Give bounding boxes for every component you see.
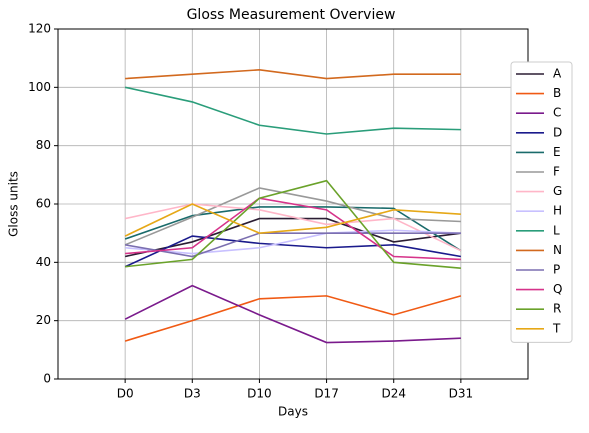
y-tick-label: 120 [28, 22, 51, 36]
chart-title: Gloss Measurement Overview [187, 7, 396, 23]
legend-label: E [553, 145, 561, 159]
series-line [124, 284, 461, 344]
series-line [125, 197, 461, 261]
series-line [125, 229, 461, 255]
x-axis-label: Days [278, 405, 308, 419]
x-tick-label: D24 [381, 387, 406, 401]
legend-label: T [552, 321, 561, 335]
series-line [124, 235, 461, 268]
series-line [125, 69, 461, 80]
x-tick-label: D3 [184, 387, 201, 401]
series-line [125, 179, 461, 269]
legend-label: D [553, 125, 562, 139]
y-tick-label: 0 [43, 372, 51, 386]
series-line [124, 206, 462, 252]
series-line [124, 203, 462, 252]
x-tick-label: D10 [247, 387, 272, 401]
series-line [125, 232, 461, 258]
legend-label: A [553, 67, 562, 81]
y-tick-label: 40 [36, 255, 51, 269]
legend-label: R [553, 302, 561, 316]
series-line [124, 203, 461, 237]
legend-label: N [553, 243, 562, 257]
x-tick-label: D17 [314, 387, 339, 401]
y-tick-label: 60 [36, 197, 51, 211]
y-tick-label: 80 [36, 138, 51, 152]
y-tick-label: 100 [28, 80, 51, 94]
legend-label: G [553, 184, 562, 198]
x-tick-label: D31 [449, 387, 474, 401]
legend-label: P [553, 263, 560, 277]
legend-label: B [553, 86, 561, 100]
series-line [124, 187, 461, 246]
series-line [124, 86, 461, 135]
y-axis-label: Gloss units [7, 171, 21, 237]
legend-label: F [553, 165, 560, 179]
y-tick-label: 20 [36, 313, 51, 327]
legend-label: H [553, 204, 562, 218]
legend-label: C [553, 106, 561, 120]
legend-label: L [553, 223, 560, 237]
x-tick-label: D0 [117, 387, 134, 401]
legend-box [510, 61, 573, 343]
series-line [124, 217, 461, 258]
legend-label: Q [553, 282, 562, 296]
series-line [124, 295, 462, 342]
